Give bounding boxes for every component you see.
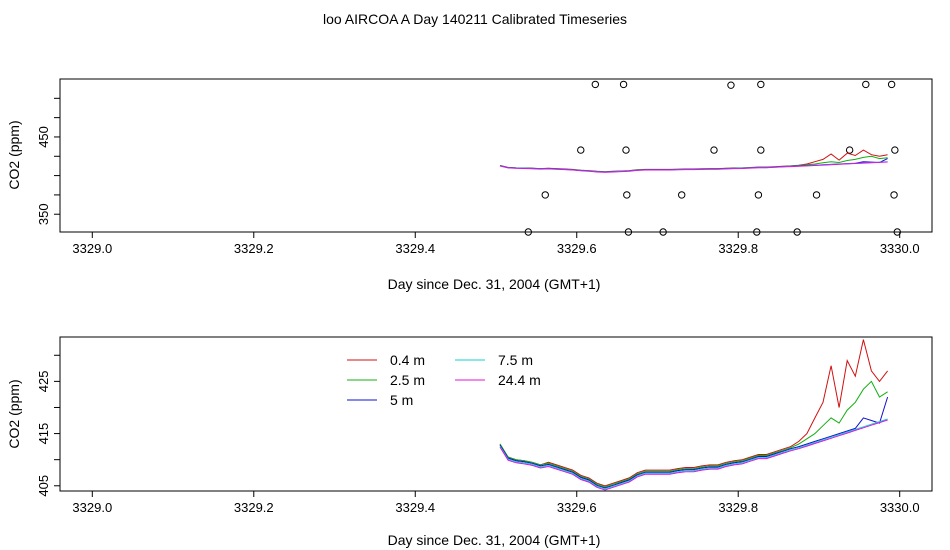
y-axis-label: CO2 (ppm) xyxy=(6,379,22,448)
x-tick-label: 3329.2 xyxy=(234,241,274,256)
plot-frame xyxy=(59,78,933,233)
data-point-marker xyxy=(757,146,765,154)
x-tick-label: 3329.0 xyxy=(72,500,112,515)
data-point-marker xyxy=(887,80,896,89)
data-point-marker xyxy=(757,80,765,89)
page-title: loo AIRCOA A Day 140211 Calibrated Times… xyxy=(323,11,627,27)
data-point-marker xyxy=(577,146,585,154)
series-line-24-4-m xyxy=(499,419,888,491)
data-point-marker xyxy=(623,191,631,199)
legend-label: 7.5 m xyxy=(498,352,533,368)
y-tick-label: 450 xyxy=(36,126,51,148)
x-tick-label: 3329.4 xyxy=(395,241,435,256)
data-point-marker xyxy=(754,191,763,199)
top-chart: 3329.0 3329.2 3329.4 3329.6 3329.8 3330.0 350… xyxy=(6,78,933,292)
y-tick-label: 405 xyxy=(36,475,51,497)
data-point-marker xyxy=(619,80,628,89)
data-point-marker xyxy=(727,81,735,89)
data-point-marker xyxy=(591,80,600,89)
data-point-marker xyxy=(659,228,667,236)
data-point-marker xyxy=(753,228,761,236)
data-point-marker xyxy=(893,228,901,236)
series-line-7-5-m xyxy=(499,161,888,173)
x-tick-label: 3329.4 xyxy=(395,500,435,515)
legend-label: 2.5 m xyxy=(390,372,425,388)
series-line-2-5-m xyxy=(499,380,888,488)
x-tick-label: 3329.8 xyxy=(718,500,758,515)
legend-label: 5 m xyxy=(390,392,413,408)
legend: 0.4 m 2.5 m 5 m 7.5 m 24.4 m xyxy=(347,352,541,408)
data-point-marker xyxy=(541,191,549,199)
x-tick-label: 3330.0 xyxy=(880,500,920,515)
data-point-marker xyxy=(678,191,686,199)
series-line-5-m xyxy=(499,396,889,489)
x-tick-label: 3330.0 xyxy=(880,241,920,256)
x-tick-label: 3329.6 xyxy=(557,500,597,515)
legend-label: 0.4 m xyxy=(390,352,425,368)
data-point-marker xyxy=(622,146,630,154)
series-line-0-4-m xyxy=(499,339,888,487)
data-point-marker xyxy=(862,80,870,89)
data-point-marker xyxy=(891,146,899,154)
plot-frame xyxy=(59,336,933,492)
data-point-marker xyxy=(812,191,821,199)
data-point-marker xyxy=(710,146,718,154)
legend-label: 24.4 m xyxy=(498,372,541,388)
x-tick-label: 3329.6 xyxy=(557,241,597,256)
y-tick-label: 425 xyxy=(36,371,51,393)
x-tick-label: 3329.2 xyxy=(234,500,274,515)
y-axis-label: CO2 (ppm) xyxy=(6,120,22,189)
y-tick-label: 415 xyxy=(36,423,51,445)
series-line-24-4-m xyxy=(499,161,888,173)
data-point-marker xyxy=(624,228,633,236)
x-axis-label: Day since Dec. 31, 2004 (GMT+1) xyxy=(388,276,601,292)
data-point-marker xyxy=(845,146,854,154)
data-point-marker xyxy=(793,228,801,236)
x-tick-label: 3329.8 xyxy=(718,241,758,256)
data-point-marker xyxy=(524,228,532,236)
series-line-7-5-m xyxy=(499,418,888,490)
bottom-chart: 3329.0 3329.2 3329.4 3329.6 3329.8 3330.0 405… xyxy=(6,336,933,548)
data-point-marker xyxy=(890,191,898,199)
x-tick-label: 3329.0 xyxy=(72,241,112,256)
y-tick-label: 350 xyxy=(36,203,51,225)
x-axis-label: Day since Dec. 31, 2004 (GMT+1) xyxy=(388,532,601,548)
